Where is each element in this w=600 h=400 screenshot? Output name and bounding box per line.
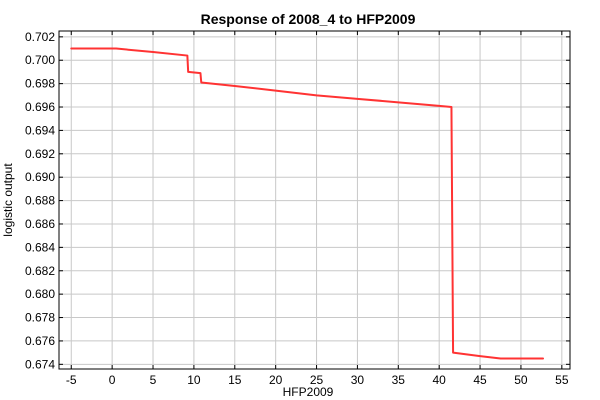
series-line-0 bbox=[70, 47, 545, 360]
x-tick-label: 55 bbox=[555, 373, 569, 387]
y-tick-label: 0.680 bbox=[25, 287, 55, 301]
y-tick-labels: 0.674 0.676 0.678 0.680 0.682 0.684 0.686 0.688… bbox=[25, 30, 55, 371]
chart-title: Response of 2008_4 to HFP2009 bbox=[201, 11, 416, 27]
x-tick-label: 45 bbox=[473, 373, 487, 387]
x-tick-label: 20 bbox=[269, 373, 283, 387]
y-tick-label: 0.676 bbox=[25, 334, 55, 348]
y-tick-label: 0.698 bbox=[25, 77, 55, 91]
y-tick-label: 0.678 bbox=[25, 311, 55, 325]
x-axis-label: HFP2009 bbox=[283, 385, 334, 399]
x-tick-label: 25 bbox=[310, 373, 324, 387]
y-tick-label: 0.690 bbox=[25, 170, 55, 184]
y-axis-label: logistic output bbox=[1, 163, 15, 237]
plot-frame bbox=[58, 30, 571, 370]
y-tick-label: 0.702 bbox=[25, 30, 55, 44]
x-tick-label: 10 bbox=[187, 373, 201, 387]
x-tick-label: 30 bbox=[351, 373, 365, 387]
x-tick-labels: -5 0 5 10 15 20 25 30 35 40 45 50 55 bbox=[66, 373, 569, 387]
x-tick-label: -5 bbox=[66, 373, 77, 387]
x-tick-label: 5 bbox=[150, 373, 157, 387]
y-tick-label: 0.686 bbox=[25, 217, 55, 231]
y-tick-label: 0.694 bbox=[25, 123, 55, 137]
y-tick-label: 0.700 bbox=[25, 53, 55, 67]
grid bbox=[59, 31, 570, 369]
series-layer bbox=[70, 47, 545, 360]
x-tick-label: 15 bbox=[228, 373, 242, 387]
y-tick-label: 0.682 bbox=[25, 264, 55, 278]
x-tick-label: 0 bbox=[109, 373, 116, 387]
x-tick-label: 35 bbox=[392, 373, 406, 387]
x-tick-label: 50 bbox=[514, 373, 528, 387]
ticks bbox=[59, 31, 570, 369]
y-tick-label: 0.696 bbox=[25, 100, 55, 114]
y-tick-label: 0.684 bbox=[25, 240, 55, 254]
y-tick-label: 0.674 bbox=[25, 357, 55, 371]
x-tick-label: 40 bbox=[433, 373, 447, 387]
y-tick-label: 0.688 bbox=[25, 194, 55, 208]
y-tick-label: 0.692 bbox=[25, 147, 55, 161]
